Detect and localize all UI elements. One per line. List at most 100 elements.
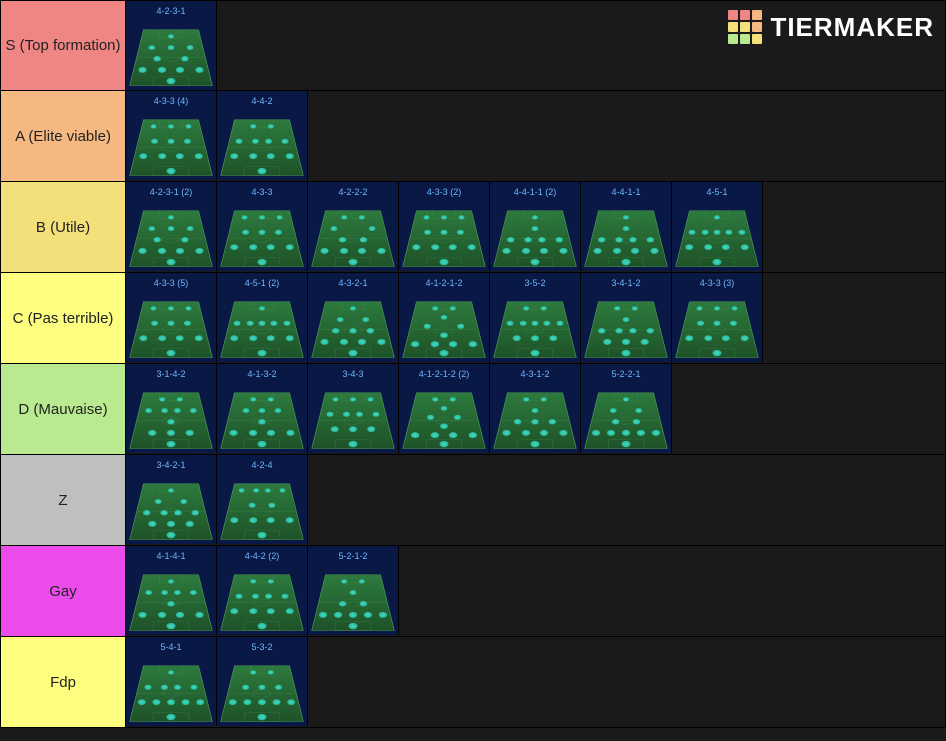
formation-name: 5-2-1-2 xyxy=(308,546,398,566)
tier-label[interactable]: A (Elite viable) xyxy=(1,91,126,181)
pitch-icon xyxy=(126,475,216,544)
formation-card[interactable]: 4-3-1-2 xyxy=(490,364,581,453)
tier-label[interactable]: B (Utile) xyxy=(1,182,126,272)
tiermaker-logo: TIERMAKER xyxy=(728,10,934,44)
tier-list: S (Top formation)4-2-3-1 A (Elite viable… xyxy=(0,0,946,728)
formation-card[interactable]: 3-4-1-2 xyxy=(581,273,672,362)
formation-card[interactable]: 4-1-2-1-2 (2) xyxy=(399,364,490,453)
formation-name: 5-2-2-1 xyxy=(581,364,671,384)
pitch-icon xyxy=(399,202,489,271)
formation-card[interactable]: 4-1-3-2 xyxy=(217,364,308,453)
pitch-icon xyxy=(217,202,307,271)
pitch-icon xyxy=(217,566,307,635)
formation-card[interactable]: 4-3-3 (5) xyxy=(126,273,217,362)
formation-card[interactable]: 4-2-4 xyxy=(217,455,308,544)
formation-name: 4-1-2-1-2 (2) xyxy=(399,364,489,384)
formation-name: 4-4-1-1 xyxy=(581,182,671,202)
formation-name: 4-4-1-1 (2) xyxy=(490,182,580,202)
formation-name: 4-4-2 (2) xyxy=(217,546,307,566)
formation-card[interactable]: 5-3-2 xyxy=(217,637,308,726)
tier-row: A (Elite viable)4-3-3 (4) 4-4-2 xyxy=(0,91,946,182)
tier-label[interactable]: Gay xyxy=(1,546,126,636)
formation-card[interactable]: 4-3-2-1 xyxy=(308,273,399,362)
tier-label[interactable]: C (Pas terrible) xyxy=(1,273,126,363)
pitch-icon xyxy=(308,202,398,271)
pitch-icon xyxy=(126,293,216,362)
tier-label[interactable]: Z xyxy=(1,455,126,545)
formation-name: 4-4-2 xyxy=(217,91,307,111)
pitch-icon xyxy=(126,111,216,180)
formation-card[interactable]: 4-4-2 xyxy=(217,91,308,180)
pitch-icon xyxy=(490,384,580,453)
pitch-icon xyxy=(399,384,489,453)
formation-card[interactable]: 4-1-4-1 xyxy=(126,546,217,635)
formation-name: 5-3-2 xyxy=(217,637,307,657)
pitch-icon xyxy=(672,293,762,362)
tier-row: Z3-4-2-1 4-2-4 xyxy=(0,455,946,546)
pitch-icon xyxy=(581,293,671,362)
pitch-icon xyxy=(399,293,489,362)
tier-row: B (Utile)4-2-3-1 (2) 4-3-3 4-2-2-2 4-3-3… xyxy=(0,182,946,273)
formation-card[interactable]: 4-3-3 (3) xyxy=(672,273,763,362)
tier-row: C (Pas terrible)4-3-3 (5) 4-5-1 (2) 4-3-… xyxy=(0,273,946,364)
formation-card[interactable]: 3-5-2 xyxy=(490,273,581,362)
formation-card[interactable]: 3-4-3 xyxy=(308,364,399,453)
formation-name: 4-2-3-1 (2) xyxy=(126,182,216,202)
tier-items[interactable]: 4-2-3-1 (2) 4-3-3 4-2-2-2 4-3-3 (2) xyxy=(126,182,945,272)
pitch-icon xyxy=(490,293,580,362)
tier-label[interactable]: S (Top formation) xyxy=(1,1,126,90)
pitch-icon xyxy=(308,566,398,635)
tier-items[interactable]: 3-4-2-1 4-2-4 xyxy=(126,455,945,545)
formation-card[interactable]: 4-3-3 xyxy=(217,182,308,271)
formation-name: 3-5-2 xyxy=(490,273,580,293)
tier-label[interactable]: D (Mauvaise) xyxy=(1,364,126,454)
pitch-icon xyxy=(581,384,671,453)
formation-card[interactable]: 3-1-4-2 xyxy=(126,364,217,453)
formation-card[interactable]: 5-4-1 xyxy=(126,637,217,726)
formation-card[interactable]: 4-5-1 xyxy=(672,182,763,271)
formation-name: 4-3-3 (3) xyxy=(672,273,762,293)
formation-card[interactable]: 3-4-2-1 xyxy=(126,455,217,544)
formation-card[interactable]: 4-2-3-1 (2) xyxy=(126,182,217,271)
tier-row: Gay4-1-4-1 4-4-2 (2) 5-2-1-2 xyxy=(0,546,946,637)
formation-card[interactable]: 4-1-2-1-2 xyxy=(399,273,490,362)
tier-items[interactable]: 4-3-3 (4) 4-4-2 xyxy=(126,91,945,181)
formation-card[interactable]: 5-2-1-2 xyxy=(308,546,399,635)
formation-name: 4-3-3 (5) xyxy=(126,273,216,293)
formation-card[interactable]: 5-2-2-1 xyxy=(581,364,672,453)
formation-card[interactable]: 4-5-1 (2) xyxy=(217,273,308,362)
tier-label[interactable]: Fdp xyxy=(1,637,126,727)
formation-name: 4-3-3 (2) xyxy=(399,182,489,202)
formation-card[interactable]: 4-2-2-2 xyxy=(308,182,399,271)
formation-name: 3-1-4-2 xyxy=(126,364,216,384)
tier-row: D (Mauvaise)3-1-4-2 4-1-3-2 3-4-3 4-1-2-… xyxy=(0,364,946,455)
pitch-icon xyxy=(217,657,307,726)
tier-row: Fdp5-4-1 5-3-2 xyxy=(0,637,946,728)
formation-name: 4-1-3-2 xyxy=(217,364,307,384)
tier-items[interactable]: 4-1-4-1 4-4-2 (2) 5-2-1-2 xyxy=(126,546,945,636)
tier-items[interactable]: 3-1-4-2 4-1-3-2 3-4-3 4-1-2-1-2 (2) xyxy=(126,364,945,454)
formation-card[interactable]: 4-4-1-1 (2) xyxy=(490,182,581,271)
formation-card[interactable]: 4-4-2 (2) xyxy=(217,546,308,635)
pitch-icon xyxy=(308,384,398,453)
formation-name: 3-4-1-2 xyxy=(581,273,671,293)
pitch-icon xyxy=(217,384,307,453)
formation-name: 4-3-2-1 xyxy=(308,273,398,293)
pitch-icon xyxy=(217,111,307,180)
formation-name: 4-2-3-1 xyxy=(126,1,216,21)
pitch-icon xyxy=(126,566,216,635)
formation-name: 4-5-1 xyxy=(672,182,762,202)
formation-card[interactable]: 4-3-3 (4) xyxy=(126,91,217,180)
formation-name: 4-3-1-2 xyxy=(490,364,580,384)
pitch-icon xyxy=(217,475,307,544)
formation-name: 4-1-4-1 xyxy=(126,546,216,566)
logo-grid-icon xyxy=(728,10,762,44)
tier-items[interactable]: 4-3-3 (5) 4-5-1 (2) 4-3-2-1 4-1-2-1-2 xyxy=(126,273,945,363)
pitch-icon xyxy=(217,293,307,362)
formation-card[interactable]: 4-3-3 (2) xyxy=(399,182,490,271)
pitch-icon xyxy=(126,657,216,726)
tier-items[interactable]: 5-4-1 5-3-2 xyxy=(126,637,945,727)
formation-card[interactable]: 4-2-3-1 xyxy=(126,1,217,90)
formation-name: 4-5-1 (2) xyxy=(217,273,307,293)
formation-card[interactable]: 4-4-1-1 xyxy=(581,182,672,271)
